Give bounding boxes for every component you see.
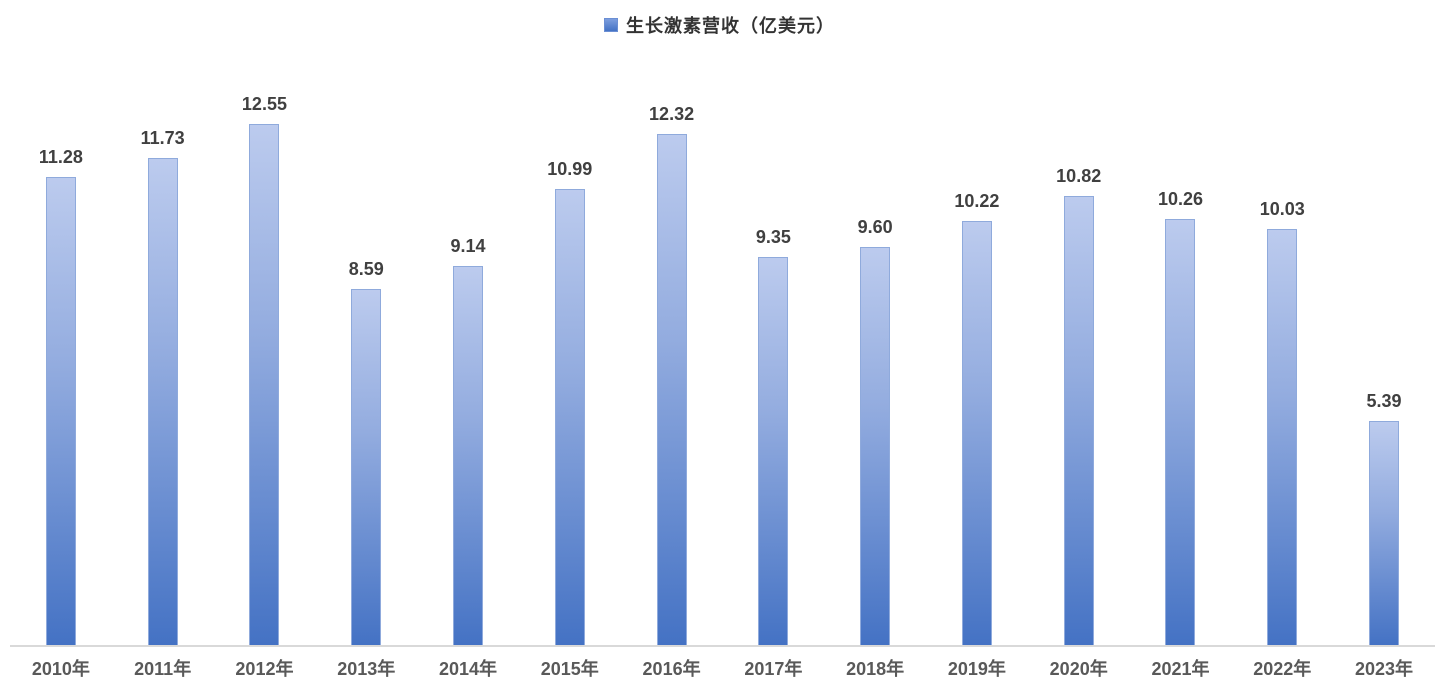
bar-value-label: 11.73 <box>140 128 185 148</box>
bar <box>351 289 382 645</box>
bar <box>147 158 178 645</box>
bar <box>249 124 280 645</box>
bar <box>961 221 992 645</box>
bar-value-label: 10.22 <box>954 191 1000 211</box>
bar-value-label: 10.03 <box>1259 199 1305 219</box>
bar <box>1165 219 1196 645</box>
legend-series-label: 生长激素营收（亿美元） <box>626 16 835 36</box>
bar-column: 9.60 <box>824 64 926 645</box>
x-axis-tick-label: 2011年 <box>134 659 192 679</box>
bar-column: 11.73 <box>112 64 214 645</box>
bar-column: 10.99 <box>519 64 621 645</box>
bar-value-label: 8.59 <box>348 259 384 279</box>
bar <box>860 247 891 645</box>
plot-area: 11.28 11.73 12.55 8.59 9.14 10.99 12.32 9.35 9.6… <box>10 64 1435 647</box>
chart-legend: 生长激素营收（亿美元） <box>0 12 1439 38</box>
bar-value-label: 9.35 <box>755 227 791 247</box>
bar-column: 12.32 <box>621 64 723 645</box>
x-axis-tick-label: 2018年 <box>846 659 905 679</box>
bar <box>45 177 76 645</box>
bar-column: 8.59 <box>315 64 417 645</box>
x-axis-tick-label: 2015年 <box>540 659 599 679</box>
bar-column: 10.26 <box>1130 64 1232 645</box>
x-axis-tick-label: 2020年 <box>1049 659 1108 679</box>
bar-value-label: 12.32 <box>649 104 695 124</box>
x-axis-tick-label: 2012年 <box>235 659 294 679</box>
bar-value-label: 12.55 <box>241 94 287 114</box>
bar-column: 10.03 <box>1231 64 1333 645</box>
legend-color-swatch-icon <box>604 18 618 32</box>
x-axis-tick-label: 2019年 <box>947 659 1006 679</box>
x-axis: 2010年 2011年 2012年 2013年 2014年 2015年 2016年 2017年… <box>10 655 1435 681</box>
x-axis-tick-label: 2022年 <box>1253 659 1312 679</box>
bar-column: 9.14 <box>417 64 519 645</box>
bar <box>554 189 585 645</box>
x-axis-tick-label: 2010年 <box>31 659 90 679</box>
bar-value-label: 10.82 <box>1056 166 1102 186</box>
x-axis-tick-label: 2013年 <box>337 659 396 679</box>
x-axis-tick-label: 2016年 <box>642 659 701 679</box>
bar <box>758 257 789 645</box>
bar-value-label: 5.39 <box>1366 391 1402 411</box>
bar-column: 9.35 <box>722 64 824 645</box>
bar <box>453 266 484 645</box>
bar-value-label: 9.60 <box>857 217 893 237</box>
bar-column: 12.55 <box>214 64 316 645</box>
bar-value-label: 9.14 <box>450 236 486 256</box>
bar-value-label: 11.28 <box>38 147 83 167</box>
bar <box>1267 229 1298 645</box>
bar <box>1369 421 1400 645</box>
bar-column: 5.39 <box>1333 64 1435 645</box>
x-axis-tick-label: 2023年 <box>1355 659 1414 679</box>
bar-column: 10.82 <box>1028 64 1130 645</box>
x-axis-tick-label: 2017年 <box>744 659 803 679</box>
x-axis-tick-label: 2014年 <box>438 659 498 679</box>
bar <box>1063 196 1094 645</box>
bar <box>656 134 687 645</box>
bar-value-label: 10.99 <box>547 159 593 179</box>
x-axis-tick-label: 2021年 <box>1151 659 1210 679</box>
bar-column: 10.22 <box>926 64 1028 645</box>
bar-column: 11.28 <box>10 64 112 645</box>
bar-value-label: 10.26 <box>1157 189 1203 209</box>
